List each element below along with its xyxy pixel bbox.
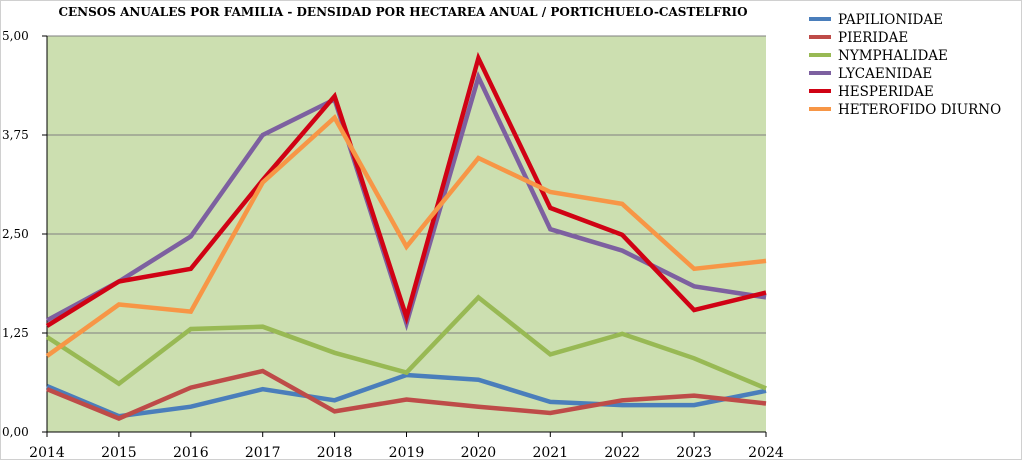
series-line-nymphalidae — [45, 294, 767, 391]
x-tick-label: 2015 — [101, 445, 137, 461]
series-line-heterofido-diurno — [45, 114, 767, 358]
x-tick-label: 2020 — [461, 445, 497, 461]
x-tick-label: 2019 — [389, 445, 425, 461]
x-tick-label: 2018 — [317, 445, 353, 461]
y-tick-label: 2,50 — [2, 227, 29, 241]
x-tick-label: 2017 — [245, 445, 281, 461]
legend-label-pieridae: PIERIDAE — [838, 30, 908, 46]
y-tick-label: 0,00 — [2, 425, 29, 439]
legend-label-nymphalidae: NYMPHALIDAE — [838, 48, 948, 64]
series-line-pieridae — [46, 368, 767, 421]
legend-label-papilionidae: PAPILIONIDAE — [838, 12, 943, 28]
x-tick-label: 2024 — [748, 445, 784, 461]
y-tick-label: 5,00 — [2, 29, 29, 43]
legend-label-lycaenidae: LYCAENIDAE — [838, 66, 932, 82]
x-tick-label: 2014 — [29, 445, 65, 461]
y-tick-label: 3,75 — [2, 128, 29, 142]
series-line-hesperidae — [45, 51, 767, 328]
x-tick-label: 2021 — [532, 445, 568, 461]
y-tick-label: 1,25 — [2, 326, 29, 340]
x-tick-label: 2023 — [676, 445, 712, 461]
chart-title: CENSOS ANUALES POR FAMILIA - DENSIDAD PO… — [58, 5, 747, 19]
legend-label-hesperidae: HESPERIDAE — [838, 84, 934, 100]
series-line-papilionidae — [46, 372, 767, 419]
legend-label-heterofido-diurno: HETEROFIDO DIURNO — [838, 102, 1001, 118]
x-tick-label: 2022 — [604, 445, 640, 461]
x-tick-label: 2016 — [173, 445, 209, 461]
